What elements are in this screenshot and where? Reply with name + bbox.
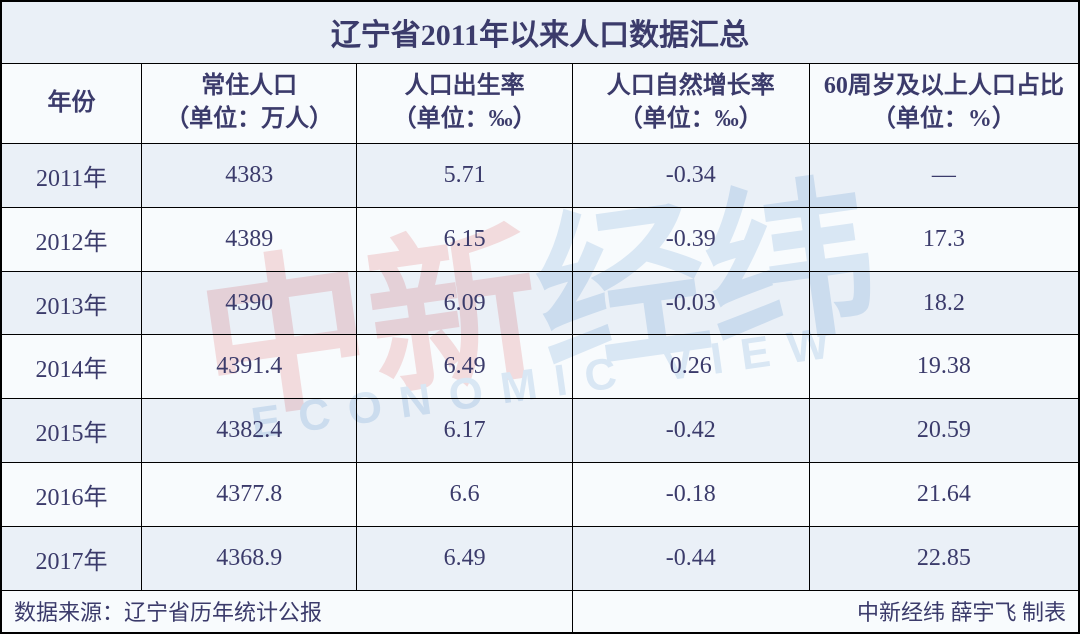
cell-birthrate: 6.17: [357, 399, 572, 463]
cell-growth: -0.42: [572, 399, 809, 463]
cell-population: 4383: [142, 144, 357, 208]
title-row: 辽宁省2011年以来人口数据汇总: [2, 2, 1079, 64]
cell-year: 2011年: [2, 144, 142, 208]
table-row: 2017年 4368.9 6.49 -0.44 22.85: [2, 526, 1079, 590]
cell-birthrate: 6.6: [357, 463, 572, 527]
cell-population: 4382.4: [142, 399, 357, 463]
cell-elderly: —: [809, 144, 1078, 208]
credit-label: 中新经纬 薛宇飞 制表: [572, 590, 1078, 632]
table-row: 2014年 4391.4 6.49 0.26 19.38: [2, 335, 1079, 399]
table-title: 辽宁省2011年以来人口数据汇总: [2, 2, 1079, 64]
table-row: 2012年 4389 6.15 -0.39 17.3: [2, 207, 1079, 271]
cell-year: 2013年: [2, 271, 142, 335]
cell-year: 2012年: [2, 207, 142, 271]
cell-birthrate: 6.09: [357, 271, 572, 335]
cell-population: 4391.4: [142, 335, 357, 399]
cell-elderly: 20.59: [809, 399, 1078, 463]
table-row: 2013年 4390 6.09 -0.03 18.2: [2, 271, 1079, 335]
header-row: 年份 常住人口（单位：万人） 人口出生率（单位：‰） 人口自然增长率（单位：‰）…: [2, 63, 1079, 143]
cell-elderly: 21.64: [809, 463, 1078, 527]
cell-birthrate: 5.71: [357, 144, 572, 208]
cell-growth: 0.26: [572, 335, 809, 399]
cell-population: 4368.9: [142, 526, 357, 590]
table-container: 中新经纬 ECONOMIC VIEW 辽宁省2011年以来人口数据汇总 年份 常…: [0, 0, 1080, 634]
cell-elderly: 18.2: [809, 271, 1078, 335]
col-header-elderly: 60周岁及以上人口占比（单位：%）: [809, 63, 1078, 143]
cell-elderly: 22.85: [809, 526, 1078, 590]
cell-population: 4377.8: [142, 463, 357, 527]
cell-birthrate: 6.15: [357, 207, 572, 271]
cell-elderly: 19.38: [809, 335, 1078, 399]
cell-growth: -0.44: [572, 526, 809, 590]
col-header-birthrate: 人口出生率（单位：‰）: [357, 63, 572, 143]
cell-population: 4389: [142, 207, 357, 271]
cell-year: 2016年: [2, 463, 142, 527]
col-header-population: 常住人口（单位：万人）: [142, 63, 357, 143]
cell-elderly: 17.3: [809, 207, 1078, 271]
table-row: 2015年 4382.4 6.17 -0.42 20.59: [2, 399, 1079, 463]
cell-population: 4390: [142, 271, 357, 335]
cell-growth: -0.39: [572, 207, 809, 271]
cell-birthrate: 6.49: [357, 335, 572, 399]
table-row: 2016年 4377.8 6.6 -0.18 21.64: [2, 463, 1079, 527]
cell-growth: -0.34: [572, 144, 809, 208]
footer-row: 数据来源：辽宁省历年统计公报 中新经纬 薛宇飞 制表: [2, 590, 1079, 632]
col-header-growth: 人口自然增长率（单位：‰）: [572, 63, 809, 143]
cell-growth: -0.18: [572, 463, 809, 527]
cell-year: 2014年: [2, 335, 142, 399]
cell-growth: -0.03: [572, 271, 809, 335]
cell-birthrate: 6.49: [357, 526, 572, 590]
source-label: 数据来源：辽宁省历年统计公报: [2, 590, 573, 632]
population-table: 辽宁省2011年以来人口数据汇总 年份 常住人口（单位：万人） 人口出生率（单位…: [1, 1, 1079, 633]
col-header-year: 年份: [2, 63, 142, 143]
cell-year: 2017年: [2, 526, 142, 590]
cell-year: 2015年: [2, 399, 142, 463]
table-row: 2011年 4383 5.71 -0.34 —: [2, 144, 1079, 208]
